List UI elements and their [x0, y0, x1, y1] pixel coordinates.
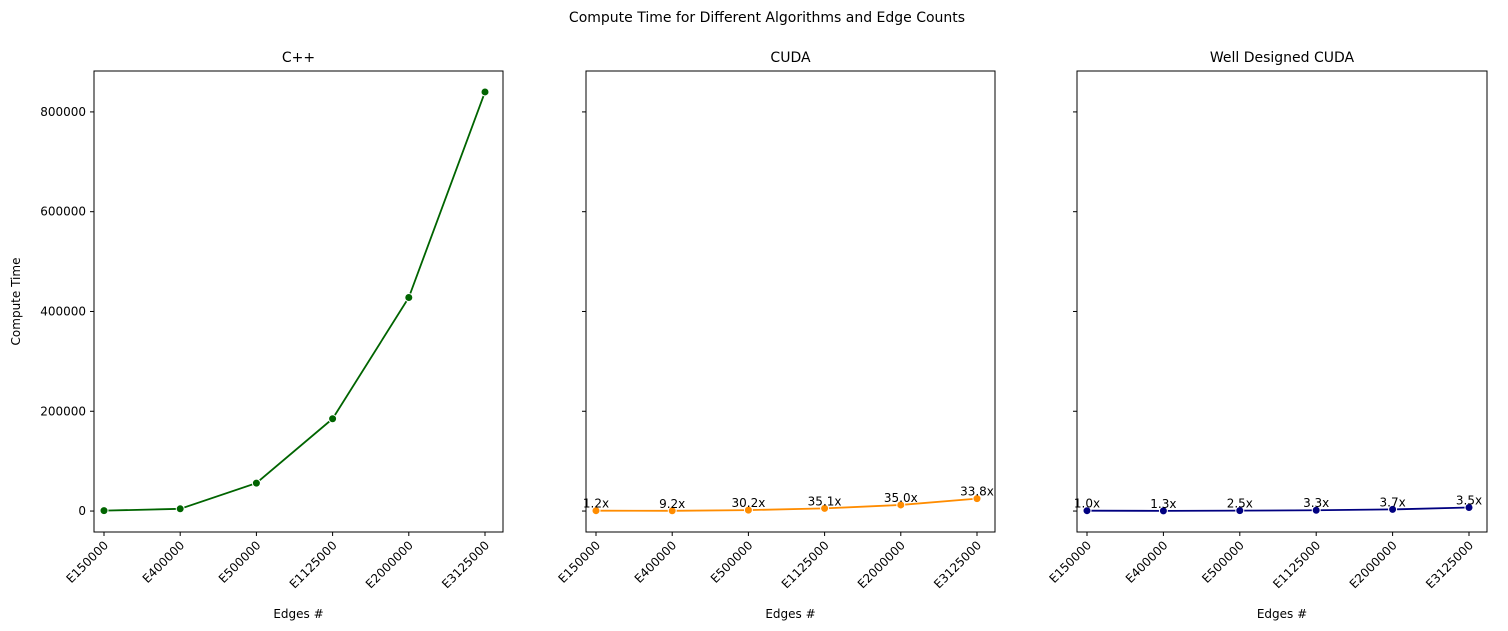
- data-point: [175, 504, 185, 514]
- data-point: [820, 503, 830, 513]
- subplot-title: CUDA: [770, 50, 811, 66]
- data-point: [972, 494, 982, 504]
- x-axis-label: Edges #: [1257, 607, 1307, 621]
- x-tick-label: E3125000: [931, 538, 984, 591]
- x-tick-label: E3125000: [439, 538, 492, 591]
- x-tick-label: E1125000: [287, 538, 340, 591]
- x-axis-label: Edges #: [273, 607, 323, 621]
- data-label: 33.8x: [960, 485, 994, 499]
- data-label: 3.5x: [1456, 494, 1482, 508]
- data-label: 30.2x: [731, 496, 765, 510]
- x-tick-label: E400000: [140, 538, 188, 586]
- x-tick-label: E500000: [708, 538, 756, 586]
- series-line: [595, 497, 978, 512]
- data-point: [743, 505, 753, 515]
- x-tick-label: E2000000: [1347, 538, 1400, 591]
- x-tick-label: E1125000: [1270, 538, 1323, 591]
- y-tick-label: 400000: [40, 304, 86, 318]
- data-point: [667, 506, 677, 516]
- data-label: 3.3x: [1303, 496, 1329, 510]
- x-tick-label: E150000: [555, 538, 603, 586]
- data-label: 3.7x: [1380, 495, 1406, 509]
- series-line: [103, 91, 486, 512]
- data-point: [99, 506, 109, 516]
- data-point: [480, 87, 490, 97]
- data-point: [591, 506, 601, 516]
- data-point: [1158, 506, 1168, 516]
- x-tick-label: E2000000: [363, 538, 416, 591]
- y-tick-label: 800000: [40, 105, 86, 119]
- data-point: [1464, 503, 1474, 513]
- y-axis-label: Compute Time: [9, 258, 23, 346]
- data-label: 35.0x: [884, 491, 918, 505]
- axes-frame: [93, 70, 504, 533]
- x-tick-label: E500000: [1199, 538, 1247, 586]
- data-label: 35.1x: [808, 494, 842, 508]
- axes-frame: [585, 70, 996, 533]
- subplot-2: CUDA E150000 E400000 E500000 E1125000 E200000…: [555, 50, 996, 621]
- data-point: [328, 414, 338, 424]
- y-tick-label: 200000: [40, 404, 86, 418]
- subplot-title: C++: [282, 50, 315, 66]
- data-point: [404, 293, 414, 303]
- data-point: [1388, 504, 1398, 514]
- data-label: 9.2x: [659, 497, 685, 511]
- x-tick-label: E400000: [632, 538, 680, 586]
- data-point: [1082, 506, 1092, 516]
- x-tick-label: E150000: [1046, 538, 1094, 586]
- y-tick-label: 600000: [40, 205, 86, 219]
- data-label: 2.5x: [1227, 497, 1253, 511]
- data-label: 1.0x: [1074, 497, 1100, 511]
- series-line: [1086, 506, 1470, 512]
- x-tick-label: E1125000: [779, 538, 832, 591]
- figure-title: Compute Time for Different Algorithms an…: [569, 10, 965, 26]
- x-tick-label: E2000000: [855, 538, 908, 591]
- subplot-1: C++ 0 200000 400000 600000 800000 Compute Time…: [9, 50, 504, 621]
- subplot-3: Well Designed CUDA E150000 E400000 E500000 E…: [1046, 50, 1488, 621]
- x-tick-label: E3125000: [1423, 538, 1476, 591]
- x-axis-label: Edges #: [765, 607, 815, 621]
- data-point: [251, 478, 261, 488]
- data-point: [896, 500, 906, 510]
- x-tick-label: E500000: [216, 538, 264, 586]
- data-label: 1.2x: [583, 497, 609, 511]
- data-label: 1.3x: [1150, 497, 1176, 511]
- data-point: [1235, 506, 1245, 516]
- y-tick-label: 0: [78, 504, 86, 518]
- x-tick-label: E400000: [1123, 538, 1171, 586]
- axes-frame: [1076, 70, 1488, 533]
- subplot-title: Well Designed CUDA: [1210, 50, 1355, 66]
- x-tick-label: E150000: [63, 538, 111, 586]
- data-point: [1311, 505, 1321, 515]
